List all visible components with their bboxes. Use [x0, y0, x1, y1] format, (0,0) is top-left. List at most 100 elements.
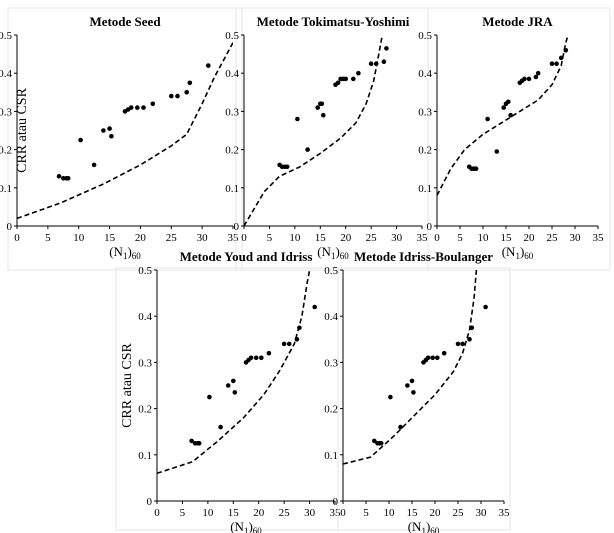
csr-curve — [157, 270, 311, 475]
x-tick-label: 25 — [453, 507, 465, 519]
x-tick-label: 5 — [457, 232, 463, 244]
data-point — [558, 55, 564, 61]
y-tick-label: 0.2 — [418, 145, 432, 157]
x-tick-label: 15 — [501, 232, 513, 244]
y-tick-label: 0.2 — [324, 404, 338, 416]
data-point — [563, 48, 569, 53]
data-point — [435, 355, 440, 361]
data-point — [430, 355, 436, 361]
data-point — [305, 147, 310, 152]
data-point — [187, 80, 193, 86]
x-tick-label: 10 — [478, 232, 490, 244]
x-axis-label: (N1)60 — [230, 519, 262, 533]
data-point — [253, 355, 259, 361]
data-point — [266, 350, 272, 356]
x-tick-label: 30 — [197, 232, 209, 244]
data-point — [218, 424, 223, 430]
y-tick-label: 0.1 — [0, 183, 12, 195]
data-point — [196, 441, 202, 446]
x-tick-label: 15 — [104, 232, 116, 244]
data-point — [56, 174, 62, 179]
data-point — [259, 355, 264, 361]
x-tick-label: 15 — [228, 507, 240, 519]
y-tick-label: 0.3 — [225, 106, 239, 118]
panel-frame — [337, 267, 511, 531]
chart-panel-1: 0 0.1 0.2 0.3 0.4 0.5 0 5 10 15 20 25 30 35 Metode See… — [0, 7, 243, 271]
x-axis-label: (N1)60 — [317, 244, 349, 261]
data-point — [368, 61, 374, 66]
data-point — [549, 61, 555, 66]
y-tick-label: 0.4 — [138, 311, 152, 323]
data-point — [128, 105, 134, 110]
chart-title: Metode JRA — [482, 14, 553, 29]
chart-panel-5: 0 0.1 0.2 0.3 0.4 0.5 0 5 10 15 20 25 30 35 Metode Idr… — [324, 249, 511, 533]
data-point — [508, 112, 513, 118]
x-tick-label: 30 — [391, 232, 403, 244]
x-tick-label: 20 — [430, 507, 442, 519]
data-point — [483, 304, 488, 310]
data-point — [284, 164, 290, 170]
x-tick-label: 35 — [330, 507, 342, 519]
data-point — [232, 390, 238, 395]
data-point — [425, 355, 431, 361]
y-tick-label: 0.4 — [418, 68, 432, 80]
x-tick-label: 0 — [434, 232, 440, 244]
data-point — [441, 350, 447, 356]
y-tick-label: 0.3 — [418, 106, 432, 118]
chart-title: Metode Seed — [89, 14, 161, 29]
x-tick-label: 0 — [340, 507, 346, 519]
data-point — [501, 105, 507, 110]
x-tick-label: 15 — [407, 507, 419, 519]
data-point — [295, 116, 300, 122]
data-point — [297, 325, 302, 331]
x-tick-label: 0 — [154, 507, 160, 519]
x-tick-label: 35 — [228, 232, 240, 244]
x-tick-label: 30 — [570, 232, 582, 244]
x-tick-label: 10 — [73, 232, 85, 244]
x-tick-label: 35 — [499, 507, 511, 519]
x-tick-label: 10 — [384, 507, 396, 519]
y-tick-label: 0.5 — [324, 265, 338, 277]
data-point — [373, 61, 379, 66]
y-tick-label: 0.3 — [0, 106, 13, 118]
y-axis-label: CRR atau CSR — [15, 87, 30, 172]
x-tick-label: 5 — [267, 232, 273, 244]
x-tick-label: 5 — [45, 232, 51, 244]
data-point — [184, 90, 189, 95]
data-point — [388, 394, 393, 400]
data-point — [526, 76, 532, 82]
data-point — [109, 133, 114, 139]
y-tick-label: 0.5 — [138, 265, 152, 277]
y-tick-label: 0.4 — [324, 311, 338, 323]
y-tick-label: 0 — [427, 221, 433, 233]
panel-frame — [235, 7, 429, 271]
data-point — [294, 337, 300, 342]
data-point — [91, 162, 97, 168]
y-tick-label: 0 — [7, 221, 13, 233]
panel-frame — [427, 7, 611, 271]
chart-title: Metode Idriss-Boulanger — [354, 249, 493, 264]
y-tick-label: 0.1 — [418, 183, 432, 195]
data-point — [460, 341, 465, 347]
data-point — [469, 325, 475, 331]
x-axis-label: (N1)60 — [408, 519, 440, 533]
x-tick-label: 25 — [166, 232, 178, 244]
data-point — [384, 46, 389, 51]
data-point — [65, 176, 71, 181]
x-tick-label: 25 — [279, 507, 291, 519]
data-point — [455, 341, 461, 347]
x-tick-label: 30 — [476, 507, 488, 519]
data-point — [231, 378, 236, 384]
chart-panel-4: 0 0.1 0.2 0.3 0.4 0.5 0 5 10 15 20 25 30 35 Metode You… — [115, 249, 342, 533]
csr-curve — [343, 270, 478, 465]
x-tick-label: 20 — [524, 232, 536, 244]
x-axis-label: (N1)60 — [109, 244, 141, 261]
x-tick-label: 5 — [363, 507, 369, 519]
csr-curve — [244, 35, 384, 226]
data-point — [175, 93, 180, 99]
data-point — [141, 105, 146, 110]
x-tick-label: 10 — [202, 507, 214, 519]
y-tick-label: 0.4 — [0, 68, 13, 80]
data-point — [467, 337, 472, 342]
data-point — [281, 341, 287, 347]
